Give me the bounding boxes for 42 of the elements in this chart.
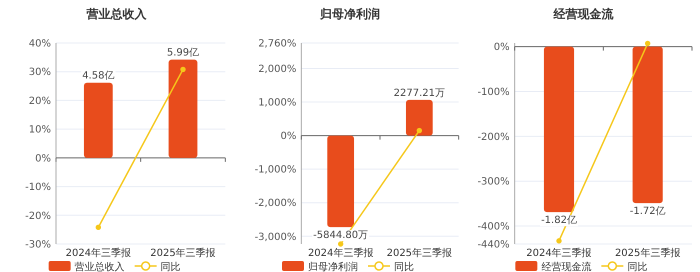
y-tick-label: -400% (477, 222, 510, 233)
y-tick-label: 0% (280, 131, 296, 142)
y-tick-label: 10% (28, 124, 51, 136)
legend-label: 同比 (160, 261, 181, 272)
data-label: -5844.80万 (313, 230, 368, 242)
x-tick-label: 2024年三季报 (66, 247, 132, 259)
x-tick-label: 2025年三季报 (614, 247, 680, 259)
y-tick-label: -1,000% (254, 164, 296, 176)
data-label: 2277.21万 (394, 88, 446, 99)
legend-label: 同比 (627, 261, 648, 272)
chart-title: 经营现金流 (552, 7, 614, 21)
y-tick-label: 40% (28, 38, 51, 50)
data-label: 5.99亿 (166, 48, 200, 59)
legend-label: 同比 (394, 261, 414, 272)
y-tick-label: -2,000% (254, 198, 296, 210)
y-tick-label: 2,760% (258, 38, 296, 50)
legend-label: 归母净利润 (308, 261, 358, 272)
y-tick-label: -100% (477, 86, 510, 98)
y-tick-label: -3,000% (254, 232, 296, 243)
chart-title: 营业总收入 (86, 7, 148, 21)
legend-label: 经营现金流 (541, 261, 592, 272)
y-tick-label: 0% (35, 153, 51, 164)
y-tick-label: 20% (28, 96, 51, 107)
legend-label: 营业总收入 (74, 261, 125, 272)
data-label: -1.72亿 (630, 206, 666, 218)
y-tick-label: 1,000% (258, 98, 296, 109)
x-tick-label: 2024年三季报 (308, 247, 374, 259)
chart-title: 归母净利润 (319, 7, 380, 21)
y-tick-label: -30% (25, 240, 51, 250)
y-tick-label: -440% (477, 240, 510, 250)
data-label: 4.58亿 (82, 70, 114, 82)
data-label: -1.82亿 (541, 215, 577, 226)
y-tick-label: 30% (28, 67, 51, 78)
y-tick-label: -200% (477, 132, 510, 143)
x-tick-label: 2024年三季报 (526, 247, 592, 259)
y-tick-label: 2,000% (258, 64, 296, 76)
y-tick-label: -300% (477, 176, 510, 188)
y-tick-label: -20% (25, 210, 51, 222)
x-tick-label: 2025年三季报 (150, 247, 216, 259)
y-tick-label: 0% (494, 42, 510, 54)
y-tick-label: -10% (25, 182, 51, 194)
x-tick-label: 2025年三季报 (386, 247, 452, 259)
